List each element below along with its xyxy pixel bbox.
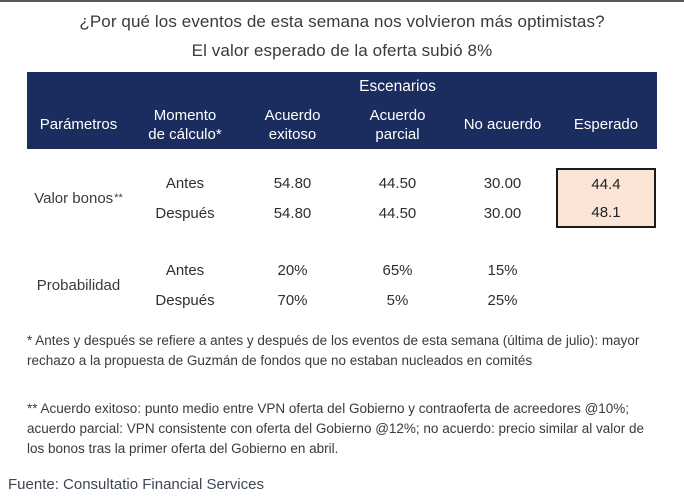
valor-despues-momento: Después — [155, 204, 215, 222]
valor-bonos-footnote-marker: ** — [114, 191, 123, 204]
prob-antes-momento: Antes — [165, 261, 205, 279]
col-header-parametros: Parámetros — [39, 116, 118, 134]
prob-despues-no-acuerdo: 25% — [487, 291, 518, 309]
source-attribution: Fuente: Consultatio Financial Services — [8, 476, 264, 493]
valor-antes-parcial: 44.50 — [378, 174, 417, 192]
valor-antes-exitoso: 54.80 — [273, 174, 312, 192]
col-header-momento-line1: Momento — [153, 106, 217, 124]
prob-antes-exitoso: 20% — [277, 261, 308, 279]
col-header-momento-line2: de cálculo* — [148, 125, 222, 143]
col-header-acuerdo-exitoso-line1: Acuerdo — [264, 106, 321, 124]
top-border — [0, 0, 684, 2]
footnote-escenarios-definicion: ** Acuerdo exitoso: punto medio entre VP… — [27, 401, 645, 456]
footnote-antes-despues: * Antes y después se refiere a antes y d… — [27, 333, 640, 368]
valor-despues-exitoso: 54.80 — [273, 204, 312, 222]
col-header-momento: Momento de cálculo* — [130, 102, 240, 149]
col-header-esperado: Esperado — [573, 116, 639, 134]
table-header: Escenarios Parámetros Momento de cálculo… — [27, 72, 657, 149]
row-label-valor-bonos: Valor bonos ** — [27, 168, 130, 228]
esperado-despues-value: 48.1 — [591, 203, 621, 221]
figure-title: ¿Por qué los eventos de esta semana nos … — [79, 12, 605, 31]
row-label-probabilidad: Probabilidad — [36, 276, 121, 294]
prob-despues-momento: Después — [155, 291, 215, 309]
col-header-acuerdo-exitoso: Acuerdo exitoso — [240, 102, 345, 149]
col-header-acuerdo-parcial-line1: Acuerdo — [369, 106, 426, 124]
valor-bonos-section: Valor bonos ** Antes 54.80 44.50 30.00 De… — [27, 168, 657, 228]
prob-despues-parcial: 5% — [386, 291, 409, 309]
esperado-antes-value: 44.4 — [591, 175, 621, 193]
figure-subtitle: El valor esperado de la oferta subió 8% — [191, 41, 493, 60]
col-header-acuerdo-parcial-line2: parcial — [375, 125, 420, 143]
valor-antes-no-acuerdo: 30.00 — [483, 174, 522, 192]
scenarios-table: Escenarios Parámetros Momento de cálculo… — [27, 72, 657, 315]
probabilidad-section: Probabilidad Antes 20% 65% 15% Después 7… — [27, 255, 657, 315]
valor-bonos-label: Valor bonos — [34, 189, 114, 207]
valor-despues-no-acuerdo: 30.00 — [483, 204, 522, 222]
valor-antes-momento: Antes — [165, 174, 205, 192]
valor-despues-parcial: 44.50 — [378, 204, 417, 222]
col-header-acuerdo-exitoso-line2: exitoso — [268, 125, 317, 143]
prob-antes-parcial: 65% — [382, 261, 413, 279]
col-header-no-acuerdo: No acuerdo — [463, 116, 542, 134]
esperado-highlight-cell: 44.4 48.1 — [555, 168, 657, 228]
esperado-highlight-box: 44.4 48.1 — [556, 168, 656, 228]
col-header-acuerdo-parcial: Acuerdo parcial — [345, 102, 450, 149]
prob-antes-no-acuerdo: 15% — [487, 261, 518, 279]
header-group-escenarios: Escenarios — [359, 78, 436, 95]
prob-despues-exitoso: 70% — [277, 291, 308, 309]
